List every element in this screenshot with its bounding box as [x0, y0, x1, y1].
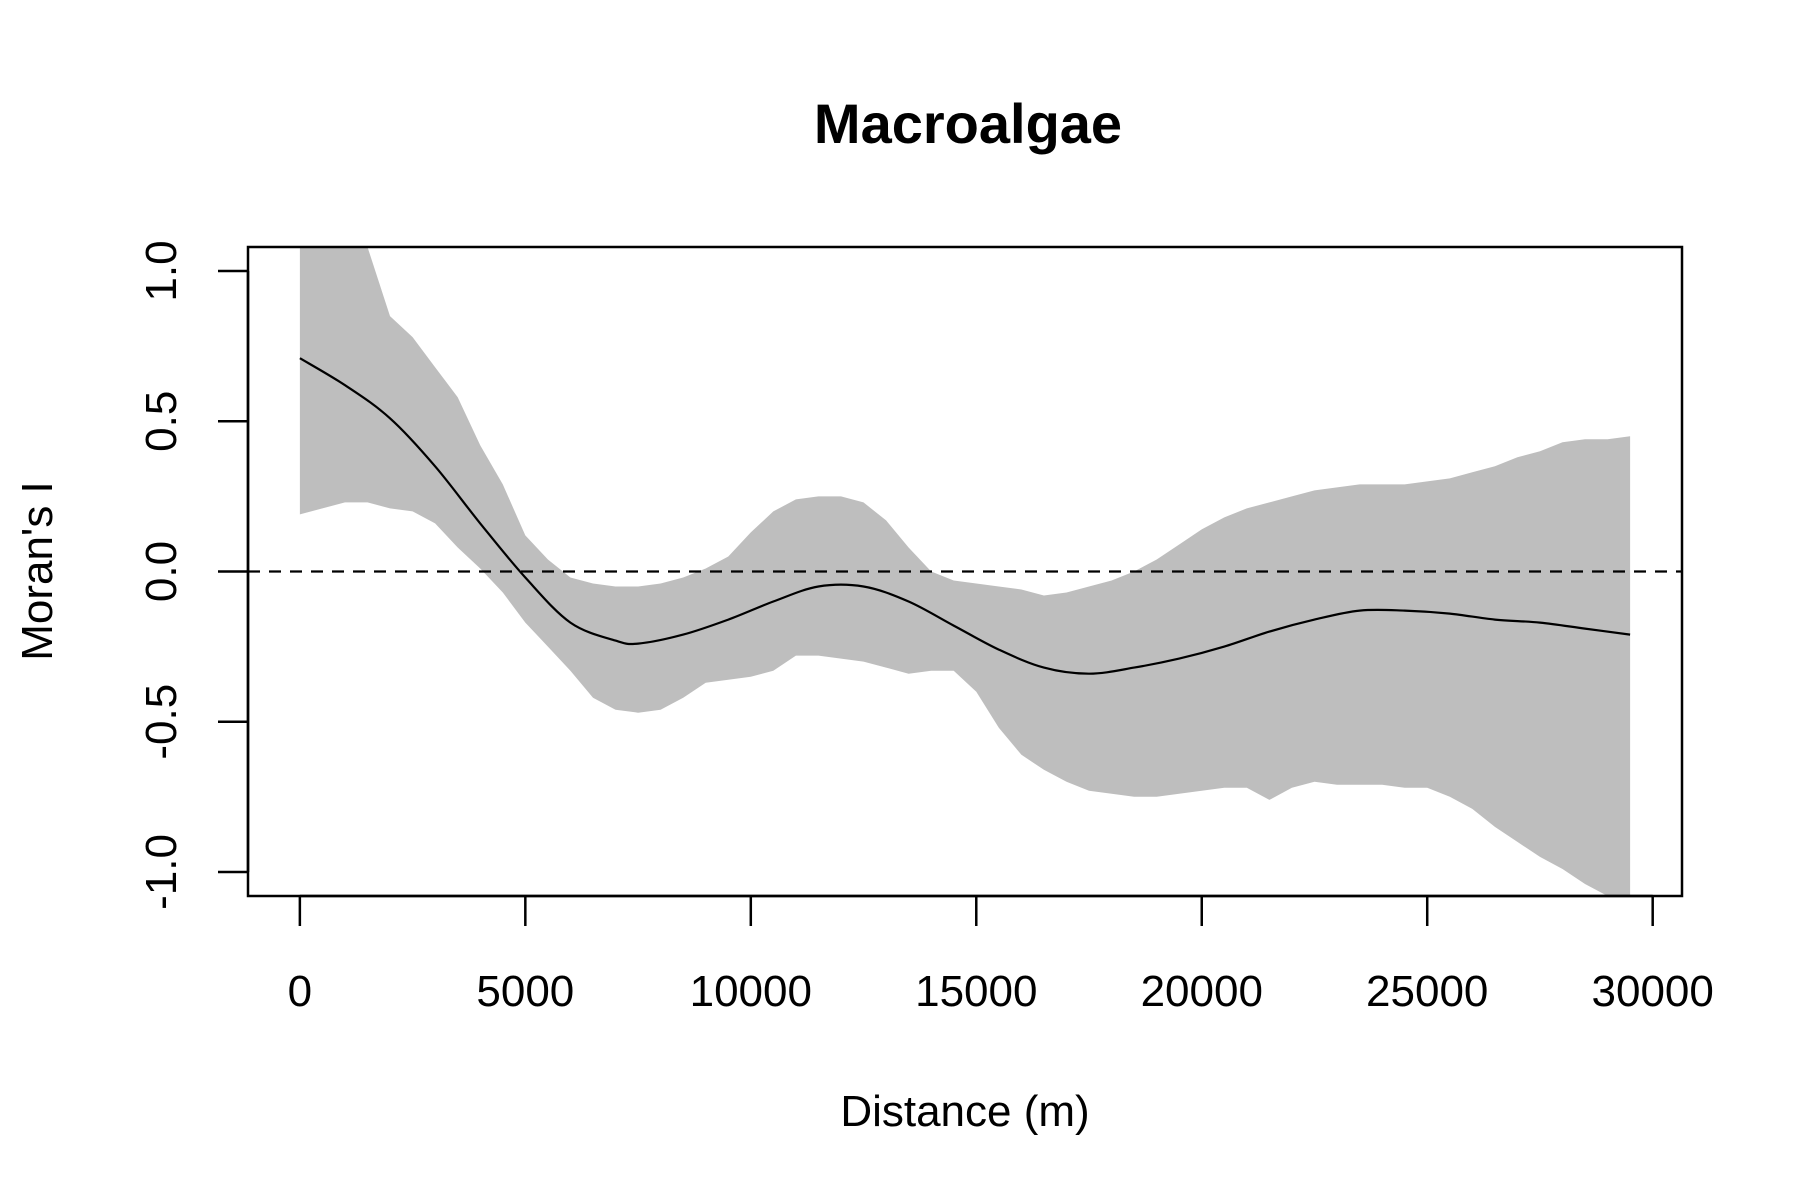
x-tick-label: 5000	[476, 967, 574, 1016]
x-tick-label: 30000	[1592, 967, 1714, 1016]
confidence-band	[299, 247, 1631, 896]
morans-i-line	[299, 357, 1631, 675]
y-tick-label: 0.0	[137, 541, 186, 602]
y-tick-label: 0.5	[137, 391, 186, 452]
y-axis-label: Moran's I	[13, 481, 62, 661]
x-tick-label: 10000	[690, 967, 812, 1016]
y-tick-label: -0.5	[137, 684, 186, 760]
x-tick-label: 15000	[915, 967, 1037, 1016]
x-tick-label: 20000	[1141, 967, 1263, 1016]
x-axis: 0 5000 10000 15000 20000 25000 30000	[288, 894, 1714, 1016]
y-axis: -1.0 -0.5 0.0 0.5 1.0	[137, 240, 250, 910]
plot-area	[248, 247, 1682, 896]
x-axis-label: Distance (m)	[840, 1087, 1089, 1136]
x-tick-label: 0	[288, 967, 312, 1016]
y-tick-label: 1.0	[137, 240, 186, 301]
chart-title: Macroalgae	[814, 92, 1122, 155]
x-tick-label: 25000	[1366, 967, 1488, 1016]
y-tick-label: -1.0	[137, 834, 186, 910]
